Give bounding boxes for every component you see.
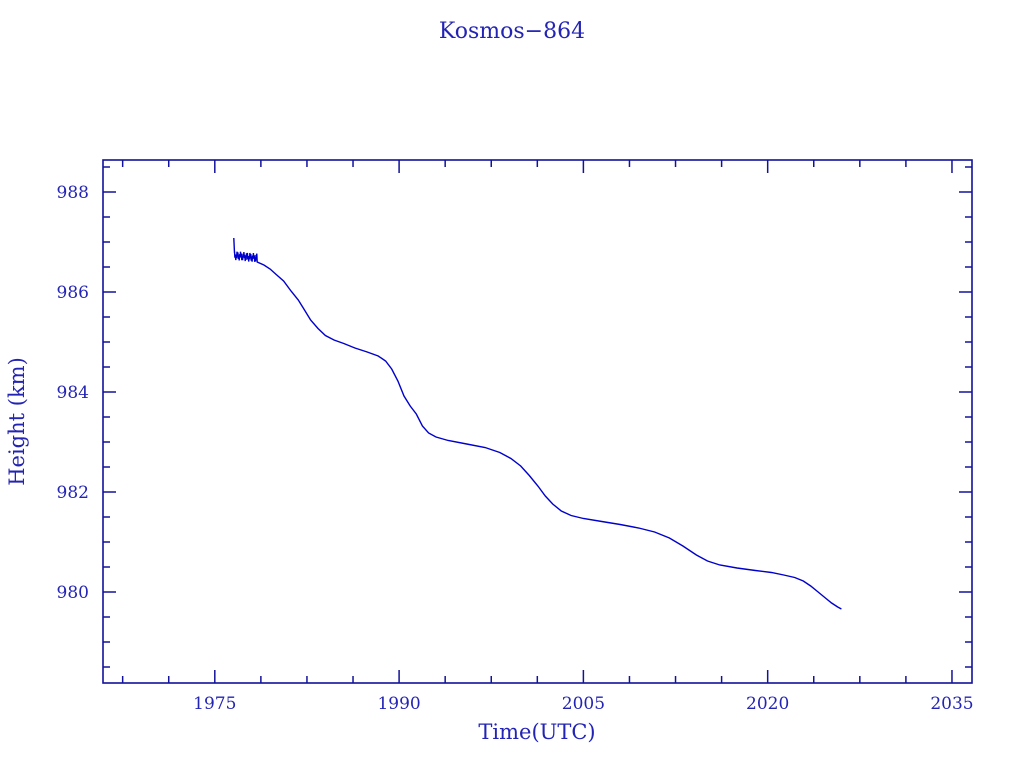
x-tick-label: 2020	[746, 694, 789, 714]
y-tick-label: 988	[57, 183, 89, 203]
y-tick-label: 982	[57, 483, 89, 503]
axis-tick-labels: 1975 1990 2005 2020 2035 980 982 984 986 988	[57, 183, 974, 714]
data-series	[233, 237, 842, 610]
x-axis-title: Time(UTC)	[478, 720, 595, 744]
x-tick-label: 1975	[193, 694, 236, 714]
plot-frame	[102, 159, 973, 684]
x-tick-label: 2035	[930, 694, 973, 714]
axis-ticks	[103, 160, 972, 683]
height-history-line	[233, 237, 842, 610]
y-axis-title: Height (km)	[5, 357, 29, 486]
y-tick-label: 986	[57, 283, 89, 303]
x-tick-label: 2005	[562, 694, 605, 714]
y-tick-label: 980	[57, 583, 89, 603]
y-tick-label: 984	[57, 383, 89, 403]
chart-title: Kosmos−864	[439, 19, 585, 44]
x-tick-label: 1990	[377, 694, 420, 714]
